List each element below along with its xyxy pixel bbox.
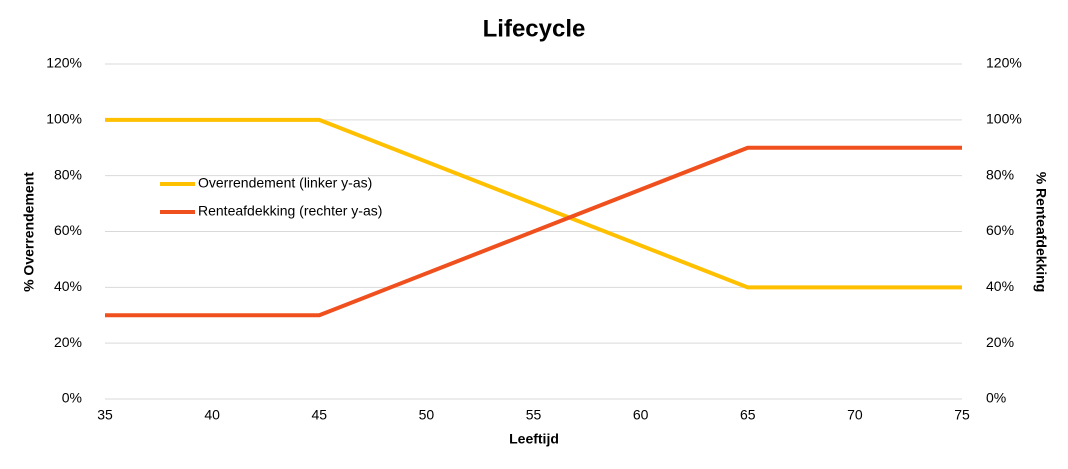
x-tick-label: 60 xyxy=(633,407,649,423)
legend-label: Renteafdekking (rechter y-as) xyxy=(198,203,382,219)
y-tick-label: 0% xyxy=(62,390,82,406)
y-tick-label: 40% xyxy=(54,278,82,294)
x-tick-label: 70 xyxy=(847,407,863,423)
y2-tick-label: 20% xyxy=(986,334,1014,350)
x-tick-label: 45 xyxy=(311,407,327,423)
series-line xyxy=(105,117,962,290)
y2-tick-label: 120% xyxy=(986,55,1022,71)
series-line xyxy=(105,145,962,318)
x-axis-title: Leeftijd xyxy=(509,431,559,447)
y-tick-label: 120% xyxy=(46,55,82,71)
y2-tick-label: 80% xyxy=(986,166,1014,182)
chart-title: Lifecycle xyxy=(483,15,586,42)
x-tick-label: 35 xyxy=(97,407,113,423)
y2-tick-label: 60% xyxy=(986,222,1014,238)
x-tick-label: 75 xyxy=(954,407,970,423)
y-tick-label: 80% xyxy=(54,166,82,182)
y2-axis-title: % Renteafdekking xyxy=(1033,172,1049,293)
y-tick-label: 20% xyxy=(54,334,82,350)
y-tick-label: 100% xyxy=(46,111,82,127)
x-tick-label: 40 xyxy=(204,407,220,423)
y2-tick-label: 40% xyxy=(986,278,1014,294)
y2-tick-label: 0% xyxy=(986,390,1006,406)
legend-label: Overrendement (linker y-as) xyxy=(198,175,372,191)
x-tick-label: 55 xyxy=(526,407,542,423)
y-axis-title: % Overrendement xyxy=(21,172,37,292)
y-tick-label: 60% xyxy=(54,222,82,238)
x-tick-label: 50 xyxy=(419,407,435,423)
y2-tick-label: 100% xyxy=(986,111,1022,127)
x-tick-label: 65 xyxy=(740,407,756,423)
